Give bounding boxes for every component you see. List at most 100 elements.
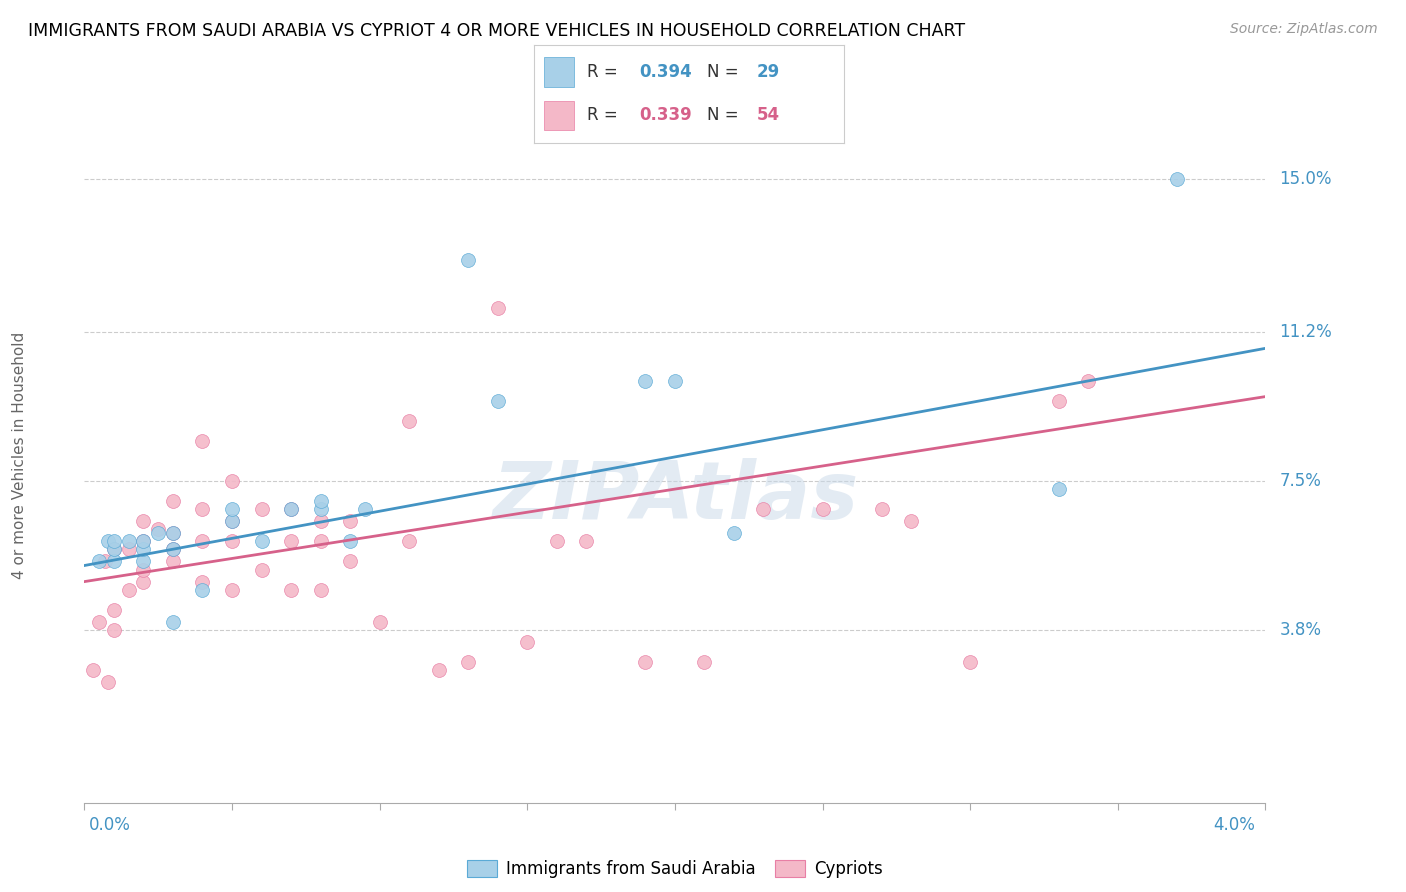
Point [132, 534, 155, 549]
Point [132, 562, 155, 576]
Point [811, 502, 834, 516]
Point [280, 502, 302, 516]
Point [900, 514, 922, 528]
Point [309, 494, 332, 508]
Text: R =: R = [586, 63, 623, 81]
Point [1166, 172, 1188, 186]
Point [103, 542, 125, 557]
Text: 11.2%: 11.2% [1279, 323, 1333, 342]
Point [250, 562, 273, 576]
Point [87, 615, 111, 629]
Point [162, 542, 184, 557]
Text: 0.339: 0.339 [640, 106, 692, 124]
Point [103, 534, 125, 549]
Point [1077, 374, 1099, 388]
Point [162, 615, 184, 629]
Point [398, 534, 420, 549]
Point [118, 542, 141, 557]
Point [162, 526, 184, 541]
Point [118, 582, 141, 597]
Point [870, 502, 893, 516]
Point [221, 514, 243, 528]
Point [82, 663, 104, 677]
Point [191, 534, 214, 549]
Point [664, 374, 686, 388]
Point [427, 663, 450, 677]
Point [103, 623, 125, 637]
Point [575, 534, 598, 549]
Text: 4.0%: 4.0% [1213, 816, 1256, 834]
Text: N =: N = [707, 106, 744, 124]
Point [162, 542, 184, 557]
Point [280, 502, 302, 516]
Text: 0.394: 0.394 [640, 63, 692, 81]
Text: ZIPAtlas: ZIPAtlas [492, 458, 858, 536]
Point [486, 301, 509, 315]
Point [162, 554, 184, 568]
Point [339, 554, 361, 568]
Point [94, 554, 117, 568]
Point [191, 434, 214, 448]
Point [148, 522, 170, 536]
Point [339, 514, 361, 528]
Point [97, 534, 120, 549]
Point [280, 534, 302, 549]
Point [221, 502, 243, 516]
Text: 4 or more Vehicles in Household: 4 or more Vehicles in Household [11, 331, 27, 579]
Point [723, 526, 745, 541]
Point [191, 502, 214, 516]
Point [132, 514, 155, 528]
Point [309, 582, 332, 597]
Text: 29: 29 [756, 63, 780, 81]
Point [191, 582, 214, 597]
Legend: Immigrants from Saudi Arabia, Cypriots: Immigrants from Saudi Arabia, Cypriots [461, 854, 889, 885]
Point [132, 534, 155, 549]
Point [309, 534, 332, 549]
Point [221, 514, 243, 528]
Point [132, 542, 155, 557]
Point [162, 526, 184, 541]
Text: 7.5%: 7.5% [1279, 472, 1322, 490]
Point [162, 494, 184, 508]
Point [339, 534, 361, 549]
Point [457, 655, 479, 669]
Point [959, 655, 981, 669]
Point [309, 514, 332, 528]
Point [634, 655, 657, 669]
Point [97, 675, 120, 690]
Point [486, 393, 509, 408]
Text: IMMIGRANTS FROM SAUDI ARABIA VS CYPRIOT 4 OR MORE VEHICLES IN HOUSEHOLD CORRELAT: IMMIGRANTS FROM SAUDI ARABIA VS CYPRIOT … [28, 22, 966, 40]
Point [693, 655, 716, 669]
Point [457, 252, 479, 267]
Point [354, 502, 377, 516]
Text: N =: N = [707, 63, 744, 81]
Point [546, 534, 568, 549]
Point [516, 635, 538, 649]
Text: 15.0%: 15.0% [1279, 170, 1331, 188]
Text: 54: 54 [756, 106, 780, 124]
Point [368, 615, 391, 629]
FancyBboxPatch shape [544, 101, 575, 130]
Point [103, 603, 125, 617]
Point [1047, 482, 1070, 496]
Point [191, 574, 214, 589]
Text: R =: R = [586, 106, 623, 124]
Point [148, 526, 170, 541]
Text: 3.8%: 3.8% [1279, 621, 1322, 639]
Text: Source: ZipAtlas.com: Source: ZipAtlas.com [1230, 22, 1378, 37]
FancyBboxPatch shape [544, 57, 575, 87]
Point [398, 414, 420, 428]
Point [221, 474, 243, 488]
Point [634, 374, 657, 388]
Point [103, 554, 125, 568]
Point [752, 502, 775, 516]
Point [103, 542, 125, 557]
Text: 0.0%: 0.0% [89, 816, 131, 834]
Point [1047, 393, 1070, 408]
Point [280, 582, 302, 597]
Point [87, 554, 111, 568]
Point [132, 574, 155, 589]
Point [309, 502, 332, 516]
Point [221, 582, 243, 597]
Point [132, 554, 155, 568]
